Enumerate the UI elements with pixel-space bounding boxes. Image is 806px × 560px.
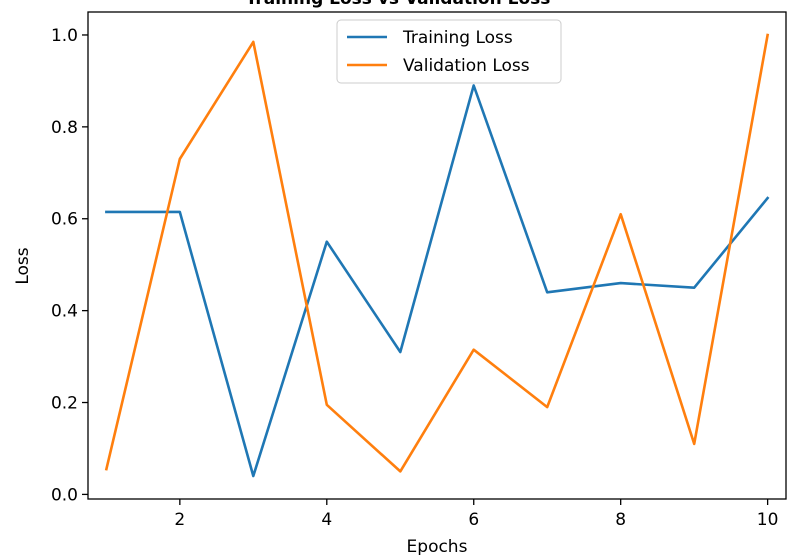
legend: Training Loss Validation Loss <box>336 19 562 84</box>
y-tick-label: 0.4 <box>51 302 78 322</box>
y-axis-label: Loss <box>13 247 33 284</box>
x-tick-label: 2 <box>174 510 185 530</box>
series-line-training-loss <box>105 84 770 478</box>
legend-label: Validation Loss <box>403 56 530 76</box>
x-axis-label: Epochs <box>407 537 468 555</box>
axes-layer: 2 4 6 8 10 0.0 0.2 0.4 0.6 0.8 1.0 <box>51 11 787 530</box>
y-tick-label: 1.0 <box>51 26 78 46</box>
x-tick-label: 6 <box>468 510 479 530</box>
y-tick-label: 0.0 <box>51 485 78 505</box>
series-line-validation-loss <box>104 33 770 473</box>
y-tick-label: 0.8 <box>51 118 78 138</box>
y-tick-label: 0.6 <box>51 210 78 230</box>
legend-label: Training Loss <box>402 28 513 48</box>
chart-title-group: Training Loss vs Validation Loss <box>246 0 551 9</box>
series-layer <box>104 33 770 478</box>
legend-box <box>336 19 562 84</box>
x-tick-label: 4 <box>321 510 332 530</box>
plot-frame <box>87 11 787 500</box>
x-tick-label: 8 <box>615 510 626 530</box>
x-tick-label: 10 <box>757 510 779 530</box>
y-tick-label: 0.2 <box>51 394 78 414</box>
chart-title: Training Loss vs Validation Loss <box>246 0 551 9</box>
